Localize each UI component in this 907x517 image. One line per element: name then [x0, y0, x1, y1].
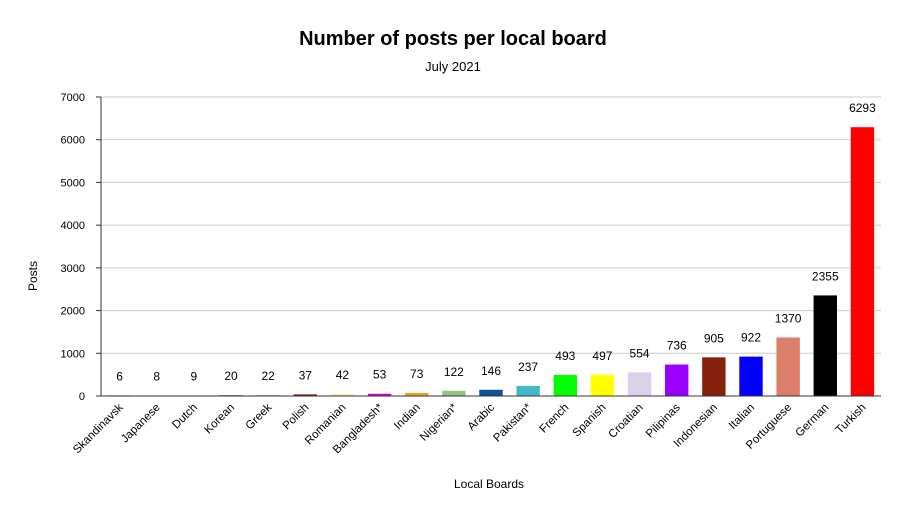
data-label: 497 [592, 349, 612, 363]
x-category-label: Croatian [606, 402, 645, 441]
data-label: 20 [224, 369, 238, 383]
data-label: 73 [410, 367, 424, 381]
bar-pakistan [516, 385, 540, 396]
data-label: 22 [261, 369, 275, 383]
x-category-label: Arabic [466, 401, 498, 433]
data-label: 1370 [775, 311, 802, 325]
data-label: 42 [336, 368, 350, 382]
data-labels: 6 8 9 20 22 37 42 53 73 122 146 237 493 497 554 736 905 9… [116, 101, 876, 384]
x-category-label: Pakistan* [491, 401, 534, 444]
bar-romanian [330, 394, 355, 396]
y-axis-ticks: 0 1000 2000 3000 4000 5000 6000 7000 [61, 92, 101, 403]
bar-portuguese [776, 337, 800, 396]
bar-arabic [479, 389, 503, 396]
chart-subtitle: July 2021 [425, 59, 481, 74]
x-category-label: Japanese [119, 402, 163, 446]
x-category-label: Polish [281, 402, 312, 433]
bars [107, 127, 875, 396]
bar-italian [739, 356, 763, 396]
y-tick-label: 7000 [61, 92, 85, 104]
x-axis-title: Local Boards [454, 477, 524, 491]
y-tick-label: 1000 [61, 348, 85, 360]
x-category-label: Korean [202, 402, 237, 437]
x-category-label: Italian [727, 402, 757, 432]
data-label: 6293 [849, 101, 876, 115]
gridlines [101, 96, 881, 354]
bar-german [813, 295, 837, 396]
y-tick-label: 3000 [61, 263, 85, 275]
bar-croatian [627, 372, 652, 396]
bar-spanish [590, 374, 615, 396]
y-tick-label: 5000 [61, 177, 85, 189]
data-label: 8 [153, 370, 160, 384]
data-label: 146 [481, 364, 501, 378]
bar-french [553, 374, 577, 396]
bar-bangladesh [367, 393, 392, 396]
y-axis-title: Posts [26, 261, 40, 291]
data-label: 554 [630, 346, 650, 360]
y-tick-label: 0 [79, 391, 85, 403]
x-category-label: Turkish [834, 402, 869, 437]
data-label: 493 [555, 349, 575, 363]
x-category-label: German [794, 402, 832, 440]
x-category-label: Nigerian* [418, 401, 460, 443]
data-label: 122 [444, 365, 464, 379]
x-category-label: Spanish [571, 402, 609, 440]
data-label: 736 [667, 339, 687, 353]
data-label: 922 [741, 331, 761, 345]
data-label: 237 [518, 360, 538, 374]
data-label: 37 [299, 368, 313, 382]
data-label: 9 [191, 370, 198, 384]
x-category-label: Dutch [170, 402, 200, 432]
bar-turkish [850, 127, 875, 396]
x-category-label: Skandinavsk [71, 401, 126, 456]
x-category-label: Greek [244, 401, 275, 432]
bar-indian [405, 392, 429, 396]
bar-polish [293, 394, 317, 396]
chart-title: Number of posts per local board [299, 28, 607, 50]
x-category-label: French [538, 402, 572, 436]
y-tick-label: 2000 [61, 306, 85, 318]
data-label: 2355 [812, 269, 839, 283]
y-tick-label: 4000 [61, 220, 85, 232]
bar-indonesian [702, 357, 726, 396]
bar-nigerian [442, 390, 466, 396]
bar-pilipinas [665, 364, 689, 396]
data-label: 905 [704, 331, 724, 345]
y-tick-label: 6000 [61, 135, 85, 147]
x-category-label: Indian [392, 402, 423, 433]
data-label: 6 [116, 370, 123, 384]
x-category-label: Pilipinas [644, 401, 683, 440]
data-label: 53 [373, 368, 387, 382]
